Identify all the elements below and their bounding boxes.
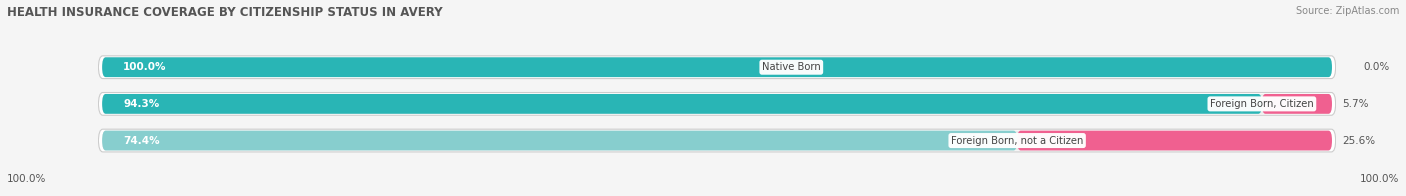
Text: 74.4%: 74.4% [124, 136, 160, 146]
FancyBboxPatch shape [98, 129, 1336, 152]
Text: 100.0%: 100.0% [7, 174, 46, 184]
FancyBboxPatch shape [1017, 131, 1331, 151]
Text: Source: ZipAtlas.com: Source: ZipAtlas.com [1295, 6, 1399, 16]
Text: Native Born: Native Born [762, 62, 821, 72]
FancyBboxPatch shape [1263, 94, 1331, 114]
Text: 94.3%: 94.3% [124, 99, 159, 109]
Legend: With Coverage, Without Coverage: With Coverage, Without Coverage [599, 195, 835, 196]
FancyBboxPatch shape [103, 131, 1017, 151]
FancyBboxPatch shape [103, 131, 1331, 151]
FancyBboxPatch shape [98, 56, 1336, 79]
Text: HEALTH INSURANCE COVERAGE BY CITIZENSHIP STATUS IN AVERY: HEALTH INSURANCE COVERAGE BY CITIZENSHIP… [7, 6, 443, 19]
Text: 0.0%: 0.0% [1362, 62, 1389, 72]
FancyBboxPatch shape [103, 57, 1331, 77]
Text: 5.7%: 5.7% [1341, 99, 1368, 109]
Text: 100.0%: 100.0% [124, 62, 167, 72]
Text: Foreign Born, not a Citizen: Foreign Born, not a Citizen [950, 136, 1084, 146]
FancyBboxPatch shape [98, 93, 1336, 115]
Text: Foreign Born, Citizen: Foreign Born, Citizen [1211, 99, 1313, 109]
FancyBboxPatch shape [103, 94, 1331, 114]
FancyBboxPatch shape [103, 57, 1331, 77]
Text: 100.0%: 100.0% [1360, 174, 1399, 184]
Text: 25.6%: 25.6% [1341, 136, 1375, 146]
FancyBboxPatch shape [103, 94, 1263, 114]
